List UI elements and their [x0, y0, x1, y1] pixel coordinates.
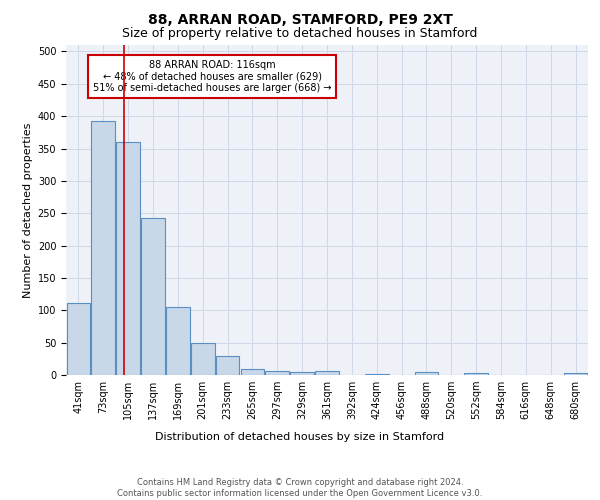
Bar: [365, 374, 389, 375]
Bar: [166, 307, 190, 375]
Bar: [116, 142, 140, 375]
Text: Distribution of detached houses by size in Stamford: Distribution of detached houses by size …: [155, 432, 445, 442]
Bar: [464, 373, 488, 375]
Bar: [67, 302, 90, 375]
Text: 88, ARRAN ROAD, STAMFORD, PE9 2XT: 88, ARRAN ROAD, STAMFORD, PE9 2XT: [148, 12, 452, 26]
Bar: [216, 356, 239, 375]
Bar: [265, 371, 289, 375]
Text: Size of property relative to detached houses in Stamford: Size of property relative to detached ho…: [122, 28, 478, 40]
Text: Contains HM Land Registry data © Crown copyright and database right 2024.
Contai: Contains HM Land Registry data © Crown c…: [118, 478, 482, 498]
Bar: [141, 218, 165, 375]
Bar: [315, 371, 339, 375]
Bar: [564, 373, 587, 375]
Bar: [191, 342, 215, 375]
Text: 88 ARRAN ROAD: 116sqm
← 48% of detached houses are smaller (629)
51% of semi-det: 88 ARRAN ROAD: 116sqm ← 48% of detached …: [93, 60, 331, 93]
Y-axis label: Number of detached properties: Number of detached properties: [23, 122, 34, 298]
Bar: [241, 368, 264, 375]
Bar: [290, 372, 314, 375]
Bar: [91, 120, 115, 375]
Bar: [415, 372, 438, 375]
